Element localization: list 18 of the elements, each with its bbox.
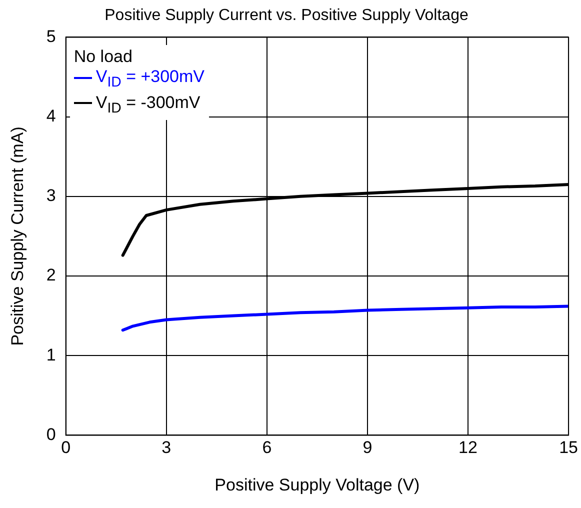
legend-label: V$_{ID}$ = -300mV xyxy=(96,92,200,116)
y-tick-label: 3 xyxy=(46,186,56,206)
y-axis-title: Positive Supply Current (mA) xyxy=(8,126,27,346)
x-tick-label: 12 xyxy=(458,438,478,458)
y-tick-label: 0 xyxy=(46,424,56,444)
chart-title: Positive Supply Current vs. Positive Supply Voltage xyxy=(104,7,468,24)
x-axis-title: Positive Supply Voltage (V) xyxy=(214,475,420,494)
y-tick-label: 4 xyxy=(46,106,56,126)
x-tick-label: 15 xyxy=(559,438,578,458)
y-tick-label: 5 xyxy=(46,26,56,46)
y-tick-label: 1 xyxy=(46,345,56,364)
x-tick-label: 0 xyxy=(61,438,71,458)
x-tick-label: 3 xyxy=(162,438,172,458)
y-tick-label: 2 xyxy=(46,266,56,285)
x-tick-label: 6 xyxy=(262,438,272,458)
x-tick-label: 9 xyxy=(362,438,372,458)
legend-title: No load xyxy=(74,47,134,68)
legend-label: V$_{ID}$ = +300mV xyxy=(96,67,205,91)
